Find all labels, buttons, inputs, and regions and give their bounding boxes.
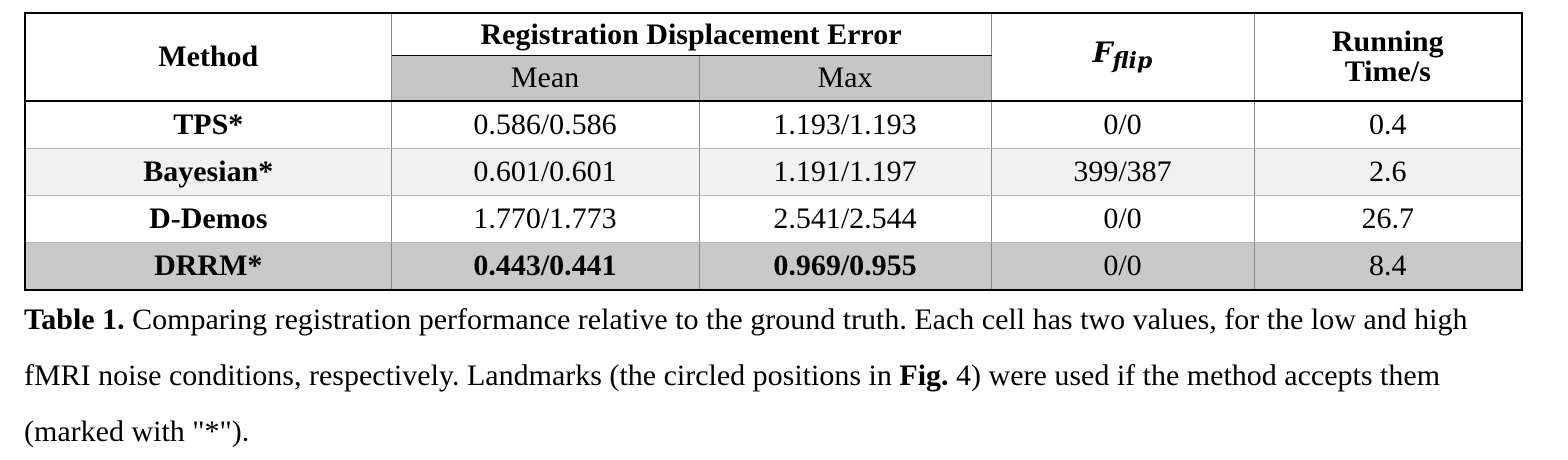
header-row: Method Registration Displacement Error F…	[24, 12, 1523, 102]
header-running-time: Running Time/s	[1253, 12, 1523, 102]
caption-label: Table 1.	[24, 303, 125, 336]
header-running-line2: Time/s	[1344, 55, 1431, 88]
header-fflip: Fflip	[990, 12, 1255, 102]
row-fflip: 0/0	[990, 242, 1255, 291]
row-mean: 0.601/0.601	[390, 148, 700, 196]
row-method: TPS*	[24, 101, 392, 149]
row-time: 26.7	[1253, 195, 1523, 243]
header-running-line1: Running	[1331, 25, 1444, 58]
header-max: Max	[698, 55, 992, 102]
row-max: 1.193/1.193	[698, 101, 992, 149]
caption-figure-reference: Fig.	[899, 359, 949, 392]
header-registration-displacement-error: Registration Displacement Error	[390, 12, 992, 56]
row-fflip: 0/0	[990, 195, 1255, 243]
row-time: 8.4	[1253, 242, 1523, 291]
row-fflip: 399/387	[990, 148, 1255, 196]
table-row: TPS* 0.586/0.586 1.193/1.193 0/0 0.4	[24, 101, 1523, 149]
caption-text-end: 4) were used if the method accepts them …	[24, 359, 1441, 448]
subheader-row: Mean Max	[25, 55, 1522, 102]
fflip-symbol: Fflip	[1092, 36, 1153, 75]
row-method: Bayesian*	[24, 148, 392, 196]
row-fflip: 0/0	[990, 101, 1255, 149]
table-row: D-Demos 1.770/1.773 2.541/2.544 0/0 26.7	[24, 195, 1523, 243]
row-time: 2.6	[1253, 148, 1523, 196]
row-method: DRRM*	[24, 242, 392, 291]
header-mean: Mean	[390, 55, 700, 102]
row-max: 0.969/0.955	[698, 242, 992, 291]
row-max: 1.191/1.197	[698, 148, 992, 196]
row-method: D-Demos	[24, 195, 392, 243]
caption-text: Comparing registration performance relat…	[24, 303, 1468, 392]
header-method: Method	[24, 12, 392, 102]
row-mean: 0.586/0.586	[390, 101, 700, 149]
table-row: Bayesian* 0.601/0.601 1.191/1.197 399/38…	[24, 148, 1523, 196]
results-table: Method Registration Displacement Error F…	[24, 12, 1523, 291]
row-time: 0.4	[1253, 101, 1523, 149]
row-mean: 0.443/0.441	[390, 242, 700, 291]
table-row-best: DRRM* 0.443/0.441 0.969/0.955 0/0 8.4	[24, 242, 1523, 291]
row-mean: 1.770/1.773	[390, 195, 700, 243]
row-max: 2.541/2.544	[698, 195, 992, 243]
table-caption: Table 1. Comparing registration performa…	[24, 292, 1524, 460]
